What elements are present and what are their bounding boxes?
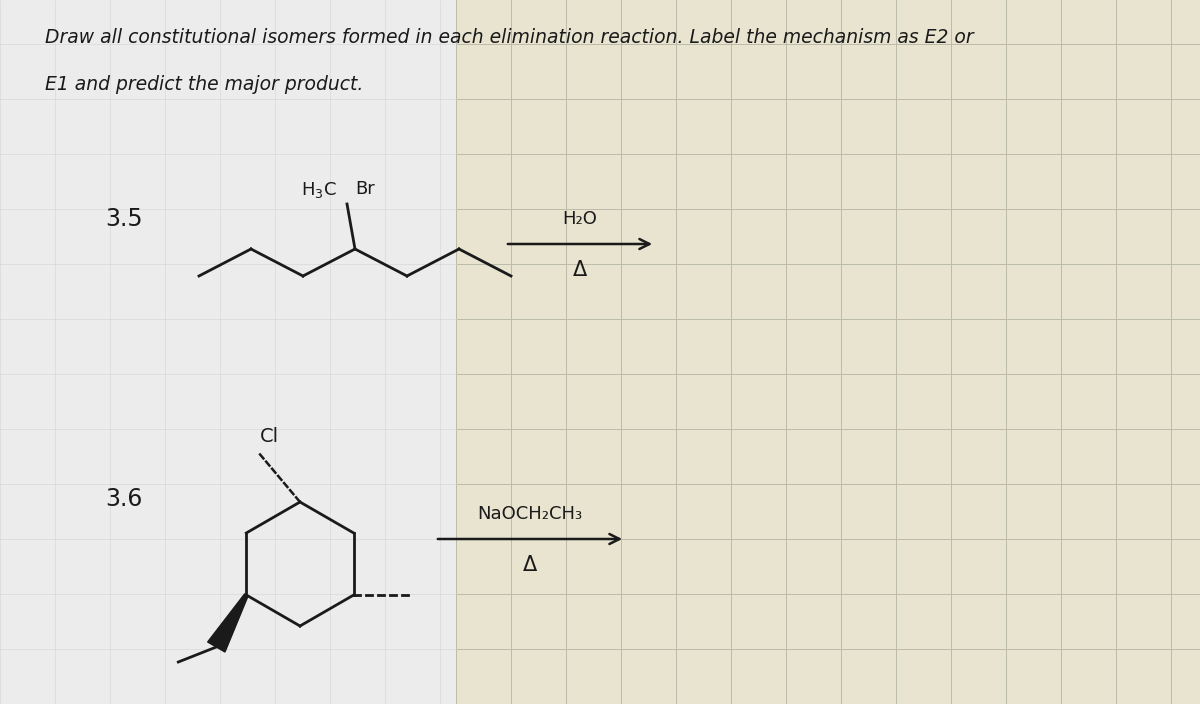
Text: Br: Br — [355, 180, 374, 198]
Text: NaOCH₂CH₃: NaOCH₂CH₃ — [478, 505, 582, 523]
Text: Δ: Δ — [572, 260, 587, 280]
FancyBboxPatch shape — [456, 0, 1200, 704]
Text: Δ: Δ — [523, 555, 538, 575]
Text: Cl: Cl — [260, 427, 280, 446]
FancyBboxPatch shape — [0, 0, 912, 704]
Text: E1 and predict the major product.: E1 and predict the major product. — [46, 75, 364, 94]
Text: 3.5: 3.5 — [106, 207, 143, 231]
Text: H₂O: H₂O — [563, 210, 598, 228]
Text: Draw all constitutional isomers formed in each elimination reaction. Label the m: Draw all constitutional isomers formed i… — [46, 28, 973, 47]
Polygon shape — [208, 594, 248, 652]
Text: H$_3$C: H$_3$C — [301, 180, 337, 200]
Text: 3.6: 3.6 — [106, 487, 143, 511]
